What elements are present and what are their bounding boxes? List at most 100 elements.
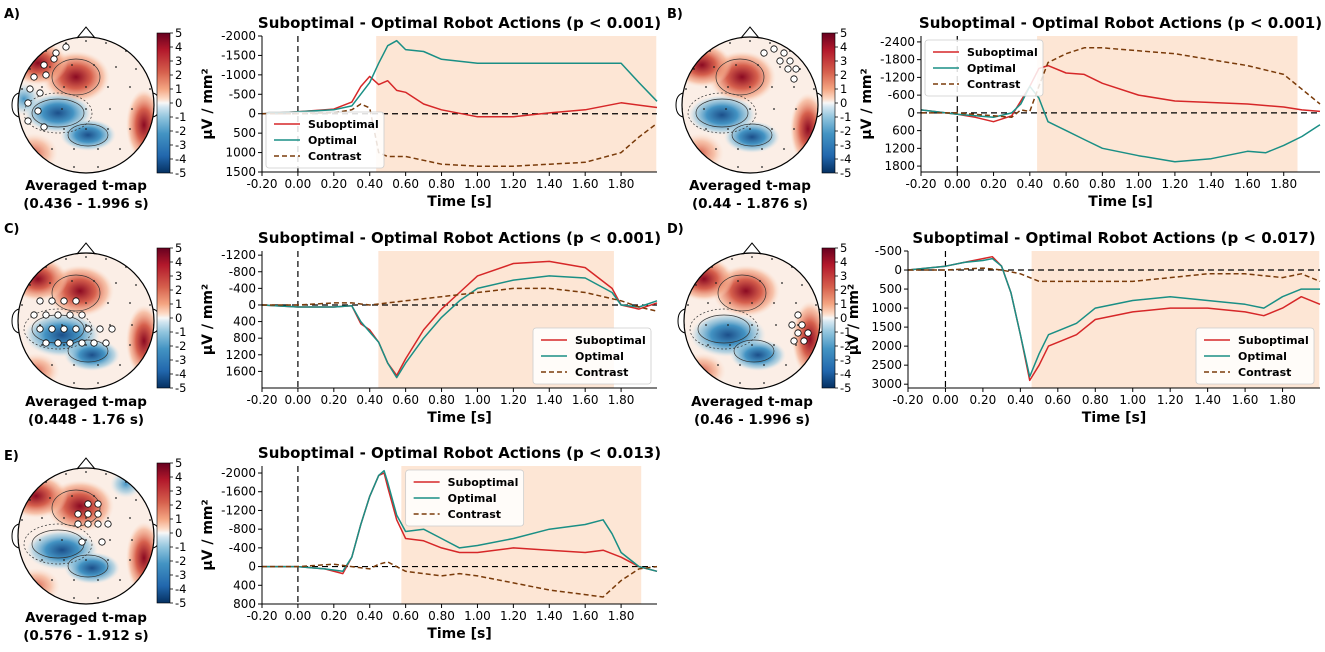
electrode-dot bbox=[97, 148, 99, 150]
topomap-nose bbox=[742, 242, 762, 255]
electrode-dot bbox=[717, 364, 719, 366]
x-tick-label: -0.20 bbox=[246, 393, 277, 407]
electrode-dot bbox=[749, 108, 751, 110]
colorbar-tick-label: 0 bbox=[175, 526, 182, 540]
electrode-dot bbox=[65, 473, 67, 475]
chart-title: Suboptimal - Optimal Robot Actions (p < … bbox=[258, 229, 661, 247]
colorbar-gradient bbox=[156, 462, 171, 604]
topomap-contour bbox=[51, 58, 101, 96]
x-tick-label: -0.20 bbox=[892, 393, 923, 407]
significant-electrode bbox=[36, 325, 44, 333]
colorbar-tick-label: -2 bbox=[175, 124, 186, 138]
x-tick-label: 1.20 bbox=[1162, 177, 1189, 191]
electrode-dot bbox=[115, 497, 117, 499]
y-tick-label: 800 bbox=[233, 331, 256, 345]
topomap-head-outline bbox=[17, 36, 155, 174]
colorbar-tick-label: 0 bbox=[175, 96, 182, 110]
legend: Suboptimal Optimal Contrast bbox=[265, 111, 385, 169]
y-tick-label: -1000 bbox=[221, 68, 256, 82]
y-tick-label: 1000 bbox=[871, 301, 902, 315]
colorbar-tick-label: 4 bbox=[175, 40, 182, 54]
electrode-dot bbox=[109, 539, 111, 541]
panel-letter: C) bbox=[4, 222, 19, 237]
electrode-dot bbox=[135, 284, 137, 286]
y-tick-label: 0 bbox=[907, 106, 915, 120]
y-axis-label: µV / mm² bbox=[200, 284, 216, 355]
y-tick-label: -800 bbox=[229, 265, 256, 279]
colorbar-tick-label: -5 bbox=[175, 166, 186, 180]
x-tick-label: 1.40 bbox=[1198, 177, 1225, 191]
colorbar-tick-label: 1 bbox=[175, 512, 182, 526]
legend-label-contrast: Contrast bbox=[1238, 366, 1291, 379]
x-axis-label: Time [s] bbox=[427, 194, 491, 210]
electrode-dot bbox=[787, 380, 789, 382]
y-tick-label: 0 bbox=[248, 298, 256, 312]
x-tick-label: 0.80 bbox=[1082, 393, 1109, 407]
electrode-dot bbox=[65, 258, 67, 260]
legend-label-optimal: Optimal bbox=[1238, 350, 1287, 363]
colorbar-tick-label: -4 bbox=[840, 367, 851, 381]
significant-electrode bbox=[790, 75, 798, 83]
electrode-dot bbox=[129, 86, 131, 88]
x-tick-label: 0.20 bbox=[970, 393, 997, 407]
electrode-dot bbox=[85, 559, 87, 561]
electrode-dot bbox=[107, 559, 109, 561]
colorbar-gradient bbox=[821, 32, 836, 174]
legend-box bbox=[532, 327, 652, 385]
electrode-dot bbox=[105, 473, 107, 475]
electrode-dot bbox=[131, 539, 133, 541]
electrode-dot bbox=[61, 539, 63, 541]
x-tick-label: 0.40 bbox=[1016, 177, 1043, 191]
y-tick-label: 1000 bbox=[225, 146, 256, 160]
y-tick-label: 0 bbox=[248, 560, 256, 574]
colorbar-tick-label: 5 bbox=[175, 241, 182, 255]
legend: Suboptimal Optimal Contrast bbox=[405, 469, 525, 527]
electrode-dot bbox=[785, 364, 787, 366]
topomap bbox=[11, 457, 161, 605]
colorbar-tick-label: -3 bbox=[840, 138, 851, 152]
colorbar-tick-label: 2 bbox=[840, 68, 847, 82]
electrode-dot bbox=[149, 88, 151, 90]
colorbar-tick-label: -5 bbox=[175, 596, 186, 610]
legend: Suboptimal Optimal Contrast bbox=[532, 327, 652, 385]
electrode-dot bbox=[149, 519, 151, 521]
topomap-time-range: (0.576 - 1.912 s) bbox=[23, 628, 148, 644]
electrode-dot bbox=[85, 128, 87, 130]
electrode-dot bbox=[129, 128, 131, 130]
electrode-dot bbox=[41, 86, 43, 88]
x-tick-label: 1.60 bbox=[1232, 393, 1259, 407]
topomap-contour-dashed bbox=[23, 523, 93, 565]
colorbar-tick-label: 2 bbox=[175, 498, 182, 512]
x-tick-label: 0.20 bbox=[980, 177, 1007, 191]
electrode-dot bbox=[73, 364, 75, 366]
electrode-dot bbox=[763, 364, 765, 366]
x-tick-label: 1.20 bbox=[500, 609, 527, 623]
electrode-dot bbox=[49, 595, 51, 597]
series-line-optimal bbox=[261, 39, 658, 115]
topomap-blob bbox=[682, 133, 724, 173]
topomap-blob bbox=[724, 121, 780, 153]
colorbar-tick-label: 1 bbox=[175, 297, 182, 311]
x-tick-label: -0.20 bbox=[246, 609, 277, 623]
topomap-blob bbox=[684, 353, 726, 389]
electrode-dot bbox=[129, 517, 131, 519]
colorbar-tick-label: -3 bbox=[175, 353, 186, 367]
x-tick-label: 1.80 bbox=[1269, 393, 1296, 407]
electrode-dot bbox=[115, 66, 117, 68]
y-tick-label: 500 bbox=[233, 126, 256, 140]
electrode-dot bbox=[41, 559, 43, 561]
significant-electrode bbox=[30, 73, 38, 81]
colorbar-tick-label: 4 bbox=[840, 40, 847, 54]
topomap-head-outline bbox=[17, 467, 155, 605]
colorbar-tick-label: -4 bbox=[840, 152, 851, 166]
significant-electrode bbox=[48, 325, 56, 333]
topomap-blob bbox=[126, 305, 154, 377]
electrode-dot bbox=[105, 42, 107, 44]
electrode-dot bbox=[97, 364, 99, 366]
electrode-dot bbox=[63, 86, 65, 88]
electrode-dot bbox=[739, 382, 741, 384]
electrode-dot bbox=[139, 148, 141, 150]
electrode-dot bbox=[85, 256, 87, 258]
legend-label-contrast: Contrast bbox=[967, 78, 1020, 91]
